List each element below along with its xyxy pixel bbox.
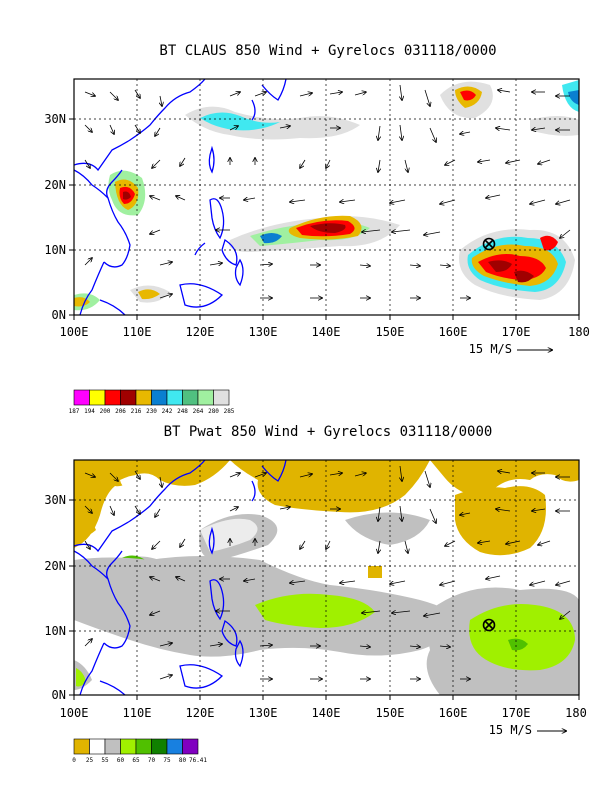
colorbar-label: 264: [193, 408, 204, 415]
lon-label: 120E: [186, 706, 215, 720]
lon-label: 140E: [312, 706, 341, 720]
lon-label: 110E: [123, 706, 152, 720]
pwat-ticks: [69, 499, 580, 700]
colorbar-label: 194: [84, 408, 95, 415]
lat-label: 30N: [44, 493, 66, 507]
lat-label: 10N: [44, 624, 66, 638]
claus-panel: BT CLAUS 850 Wind + Gyrelocs 031118/0000: [44, 43, 590, 415]
lon-label: 110E: [123, 325, 152, 339]
colorbar-label: 285: [224, 408, 235, 415]
claus-ticks: [69, 118, 580, 320]
colorbar-label: 242: [162, 408, 173, 415]
colorbar-label: 216: [131, 408, 142, 415]
colorbar-swatch: [135, 738, 152, 755]
cloud-shading: [74, 80, 579, 311]
colorbar-label: 75: [163, 757, 171, 764]
colorbar-swatch: [182, 738, 199, 755]
colorbar-label: 230: [146, 408, 157, 415]
lon-label: 170E: [502, 325, 531, 339]
lat-label: 0N: [52, 308, 66, 322]
scale-label: 15 M/S: [469, 342, 512, 356]
lon-label: 100E: [60, 706, 89, 720]
lon-label: 130E: [249, 706, 278, 720]
colorbar-swatch: [166, 389, 183, 406]
lon-label: 120E: [186, 325, 215, 339]
circle-x-icon: [482, 618, 496, 632]
coastlines: [74, 460, 287, 695]
colorbar-label: 76.41: [189, 757, 207, 764]
colorbar-label: 65: [132, 757, 140, 764]
colorbar-swatch: [73, 738, 90, 755]
lon-label: 150E: [376, 706, 405, 720]
lat-label: 30N: [44, 112, 66, 126]
colorbar-label: 206: [115, 408, 126, 415]
claus-title: BT CLAUS 850 Wind + Gyrelocs 031118/0000: [159, 43, 496, 59]
lat-label: 20N: [44, 178, 66, 192]
colorbar-label: 60: [117, 757, 125, 764]
lon-label: 150E: [376, 325, 405, 339]
colorbar-swatch: [73, 389, 90, 406]
colorbar-swatch: [182, 389, 199, 406]
colorbar-label: 187: [69, 408, 80, 415]
colorbar-label: 55: [101, 757, 109, 764]
colorbar-swatch: [135, 389, 152, 406]
lat-label: 20N: [44, 559, 66, 573]
colorbar-label: 248: [177, 408, 188, 415]
lon-label: 170E: [502, 706, 531, 720]
colorbar-swatch: [166, 738, 183, 755]
colorbar-label: 280: [208, 408, 219, 415]
claus-map-area: [74, 79, 579, 315]
pwat-map-area: [74, 460, 579, 695]
colorbar-swatch: [104, 389, 121, 406]
lon-label: 160E: [439, 706, 468, 720]
lon-label: 180: [568, 325, 590, 339]
colorbar-label: 0: [72, 757, 76, 764]
colorbar-swatch: [120, 389, 137, 406]
colorbar-label: 70: [148, 757, 156, 764]
wind-vectors: [84, 465, 571, 679]
lon-label: 100E: [60, 325, 89, 339]
circle-x-icon: [482, 237, 496, 251]
lon-label: 130E: [249, 325, 278, 339]
lat-label: 10N: [44, 243, 66, 257]
pwat-colorbar: 0 25 55 60 65 70 75 80 76.41: [72, 738, 207, 764]
colorbar-swatch: [120, 738, 137, 755]
grid-lines: [74, 79, 579, 315]
lon-label: 180: [565, 706, 587, 720]
grid-lines: [74, 460, 579, 695]
colorbar-swatch: [197, 389, 214, 406]
claus-colorbar: 187 194 200 206 216 230 242 248 264 280 285: [69, 389, 235, 415]
pwat-title: BT Pwat 850 Wind + Gyrelocs 031118/0000: [164, 424, 493, 440]
colorbar-swatch: [104, 738, 121, 755]
scale-label: 15 M/S: [489, 723, 532, 737]
colorbar-label: 80: [179, 757, 187, 764]
colorbar-swatch: [89, 389, 106, 406]
lon-label: 160E: [439, 325, 468, 339]
colorbar-swatch: [89, 738, 106, 755]
coastlines: [74, 79, 287, 315]
colorbar-label: 200: [100, 408, 111, 415]
colorbar-swatch: [151, 389, 168, 406]
colorbar-swatch: [213, 389, 230, 406]
colorbar-swatch: [151, 738, 168, 755]
colorbar-label: 25: [86, 757, 94, 764]
lon-label: 140E: [312, 325, 341, 339]
wind-vectors: [84, 84, 571, 298]
lat-label: 0N: [52, 688, 66, 702]
pwat-shading: [74, 460, 579, 695]
pwat-panel: BT Pwat 850 Wind + Gyrelocs 031118/0000: [44, 424, 587, 764]
